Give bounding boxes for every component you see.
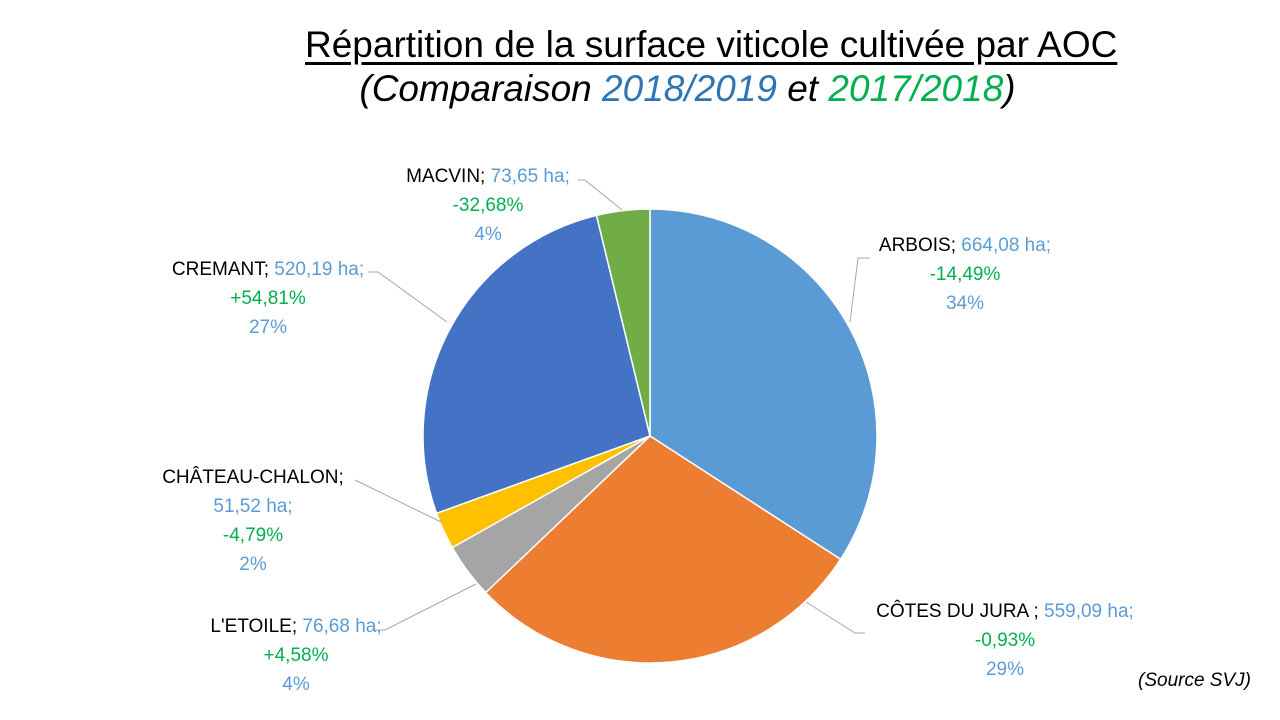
slice-change: -14,49% xyxy=(929,264,1001,285)
pie-slice-c-tes-du-jura xyxy=(484,435,842,664)
leader-line-chateau-chalon xyxy=(354,479,442,523)
pie-slice-arbois xyxy=(649,208,878,561)
slice-change: -4,79% xyxy=(222,525,284,546)
slice-area: 51,52 ha; xyxy=(213,496,293,517)
title-line-1: Répartition de la surface viticole culti… xyxy=(305,24,1118,65)
slice-label-cotes-du-jura: CÔTES DU JURA ; 559,09 ha; -0,93% 29% xyxy=(865,597,1145,684)
leader-line-cremant xyxy=(368,271,448,323)
slice-name: CREMANT xyxy=(171,259,264,280)
title-period-1: 2018/2019 xyxy=(602,68,777,109)
slice-area: 664,08 ha; xyxy=(961,235,1052,256)
leader-line-cotes-du-jura xyxy=(805,601,865,634)
slice-percent: 27% xyxy=(248,317,288,338)
slice-change: -32,68% xyxy=(452,195,524,216)
slice-label-macvin: MACVIN; 73,65 ha; -32,68% 4% xyxy=(388,162,588,249)
slice-change: +54,81% xyxy=(230,288,306,309)
title-close: ) xyxy=(1003,68,1016,109)
pie-slices xyxy=(422,208,878,664)
leader-line-arbois xyxy=(849,257,870,323)
source-note: (Source SVJ) xyxy=(1138,670,1251,691)
leader-line-macvin xyxy=(578,179,623,211)
slice-name: ARBOIS xyxy=(878,235,951,256)
slice-area: 520,19 ha; xyxy=(274,259,365,280)
slice-name: MACVIN xyxy=(406,166,481,187)
slice-percent: 4% xyxy=(474,224,502,245)
slice-name: L'ETOILE xyxy=(210,616,292,637)
slice-label-cremant: CREMANT; 520,19 ha; +54,81% 27% xyxy=(158,255,378,342)
leader-line-letoile xyxy=(375,583,477,631)
slice-percent: 34% xyxy=(945,293,985,314)
leader-lines xyxy=(354,179,870,634)
slice-name: CHÂTEAU-CHALON; xyxy=(162,467,344,488)
title-open: (Comparaison xyxy=(359,68,603,109)
slice-change: -0,93% xyxy=(974,630,1036,651)
slice-area: 76,68 ha; xyxy=(302,616,382,637)
pie-slice-macvin xyxy=(595,208,651,437)
slice-change: +4,58% xyxy=(263,645,329,666)
slice-area: 73,65 ha; xyxy=(490,166,570,187)
title-line-2: (Comparaison 2018/2019 et 2017/2018) xyxy=(0,68,1280,110)
pie-slice-cremant xyxy=(422,214,651,515)
slice-label-arbois: ARBOIS; 664,08 ha; -14,49% 34% xyxy=(870,231,1060,318)
slice-label-chateau-chalon: CHÂTEAU-CHALON; 51,52 ha; -4,79% 2% xyxy=(153,463,353,579)
slice-percent: 2% xyxy=(239,554,267,575)
title-mid: et xyxy=(776,68,829,109)
slice-area: 559,09 ha; xyxy=(1044,601,1134,622)
slice-percent: 4% xyxy=(282,674,310,695)
slice-label-letoile: L'ETOILE; 76,68 ha; +4,58% 4% xyxy=(200,612,392,699)
slice-name: CÔTES DU JURA ; xyxy=(876,601,1039,622)
slice-percent: 29% xyxy=(985,659,1025,680)
title-period-2: 2017/2018 xyxy=(828,68,1004,109)
